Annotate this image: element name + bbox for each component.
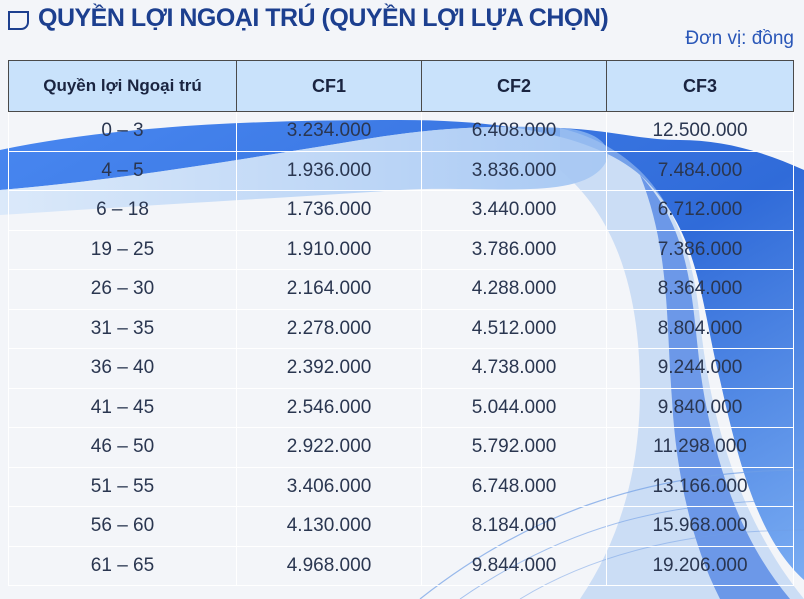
table-row: 51 – 55 3.406.000 6.748.000 13.166.000: [8, 466, 794, 507]
age-range-cell: 51 – 55: [8, 466, 237, 507]
header: QUYỀN LỢI NGOẠI TRÚ (QUYỀN LỢI LỰA CHỌN)…: [0, 0, 804, 60]
table-row: 56 – 60 4.130.000 8.184.000 15.968.000: [8, 506, 794, 547]
table-row: 36 – 40 2.392.000 4.738.000 9.244.000: [8, 348, 794, 389]
table-row: 31 – 35 2.278.000 4.512.000 8.804.000: [8, 308, 794, 349]
cf2-value-cell: 5.792.000: [421, 427, 607, 468]
cf3-value-cell: 19.206.000: [606, 545, 794, 586]
column-header-age: Quyền lợi Ngoại trú: [8, 60, 237, 112]
age-range-cell: 56 – 60: [8, 506, 237, 547]
cf2-value-cell: 3.836.000: [421, 150, 607, 191]
age-range-cell: 6 – 18: [8, 190, 237, 231]
table-row: 6 – 18 1.736.000 3.440.000 6.712.000: [8, 190, 794, 231]
age-range-cell: 46 – 50: [8, 427, 237, 468]
cf1-value-cell: 2.392.000: [236, 348, 422, 389]
age-range-cell: 0 – 3: [8, 111, 237, 152]
cf3-value-cell: 7.484.000: [606, 150, 794, 191]
cf2-value-cell: 3.786.000: [421, 229, 607, 270]
cf1-value-cell: 1.736.000: [236, 190, 422, 231]
column-header-cf3: CF3: [606, 60, 794, 112]
cf2-value-cell: 4.512.000: [421, 308, 607, 349]
cf2-value-cell: 4.738.000: [421, 348, 607, 389]
table-row: 46 – 50 2.922.000 5.792.000 11.298.000: [8, 427, 794, 468]
cf3-value-cell: 13.166.000: [606, 466, 794, 507]
cf3-value-cell: 8.364.000: [606, 269, 794, 310]
cf2-value-cell: 4.288.000: [421, 269, 607, 310]
table-row: 41 – 45 2.546.000 5.044.000 9.840.000: [8, 387, 794, 428]
cf3-value-cell: 11.298.000: [606, 427, 794, 468]
table-row: 19 – 25 1.910.000 3.786.000 7.386.000: [8, 229, 794, 270]
cf3-value-cell: 9.840.000: [606, 387, 794, 428]
cf2-value-cell: 3.440.000: [421, 190, 607, 231]
cf2-value-cell: 6.408.000: [421, 111, 607, 152]
unit-label: Đơn vị: đồng: [685, 28, 794, 49]
cf1-value-cell: 2.278.000: [236, 308, 422, 349]
cf1-value-cell: 2.546.000: [236, 387, 422, 428]
age-range-cell: 31 – 35: [8, 308, 237, 349]
outpatient-benefit-table: Quyền lợi Ngoại trú CF1 CF2 CF3 0 – 3 3.2…: [8, 60, 794, 586]
cf3-value-cell: 9.244.000: [606, 348, 794, 389]
age-range-cell: 61 – 65: [8, 545, 237, 586]
header-row: Quyền lợi Ngoại trú CF1 CF2 CF3: [8, 60, 794, 112]
cf2-value-cell: 5.044.000: [421, 387, 607, 428]
table-row: 4 – 5 1.936.000 3.836.000 7.484.000: [8, 150, 794, 191]
cf3-value-cell: 12.500.000: [606, 111, 794, 152]
cf1-value-cell: 2.164.000: [236, 269, 422, 310]
age-range-cell: 19 – 25: [8, 229, 237, 270]
page-title: QUYỀN LỢI NGOẠI TRÚ (QUYỀN LỢI LỰA CHỌN): [38, 4, 609, 32]
cf1-value-cell: 4.968.000: [236, 545, 422, 586]
cf2-value-cell: 9.844.000: [421, 545, 607, 586]
table-row: 61 – 65 4.968.000 9.844.000 19.206.000: [8, 545, 794, 586]
table-body: 0 – 3 3.234.000 6.408.000 12.500.000 4 – 5 1.…: [8, 111, 794, 586]
cf3-value-cell: 15.968.000: [606, 506, 794, 547]
age-range-cell: 26 – 30: [8, 269, 237, 310]
cf1-value-cell: 3.406.000: [236, 466, 422, 507]
cf2-value-cell: 8.184.000: [421, 506, 607, 547]
cf1-value-cell: 1.936.000: [236, 150, 422, 191]
table-row: 26 – 30 2.164.000 4.288.000 8.364.000: [8, 269, 794, 310]
table-header: Quyền lợi Ngoại trú CF1 CF2 CF3: [8, 60, 794, 112]
cf1-value-cell: 4.130.000: [236, 506, 422, 547]
column-header-cf2: CF2: [421, 60, 607, 112]
column-header-cf1: CF1: [236, 60, 422, 112]
age-range-cell: 4 – 5: [8, 150, 237, 191]
age-range-cell: 36 – 40: [8, 348, 237, 389]
table-row: 0 – 3 3.234.000 6.408.000 12.500.000: [8, 111, 794, 152]
folder-outline-icon: [8, 11, 29, 30]
cf3-value-cell: 8.804.000: [606, 308, 794, 349]
cf1-value-cell: 2.922.000: [236, 427, 422, 468]
cf3-value-cell: 7.386.000: [606, 229, 794, 270]
cf2-value-cell: 6.748.000: [421, 466, 607, 507]
cf3-value-cell: 6.712.000: [606, 190, 794, 231]
cf1-value-cell: 3.234.000: [236, 111, 422, 152]
age-range-cell: 41 – 45: [8, 387, 237, 428]
cf1-value-cell: 1.910.000: [236, 229, 422, 270]
